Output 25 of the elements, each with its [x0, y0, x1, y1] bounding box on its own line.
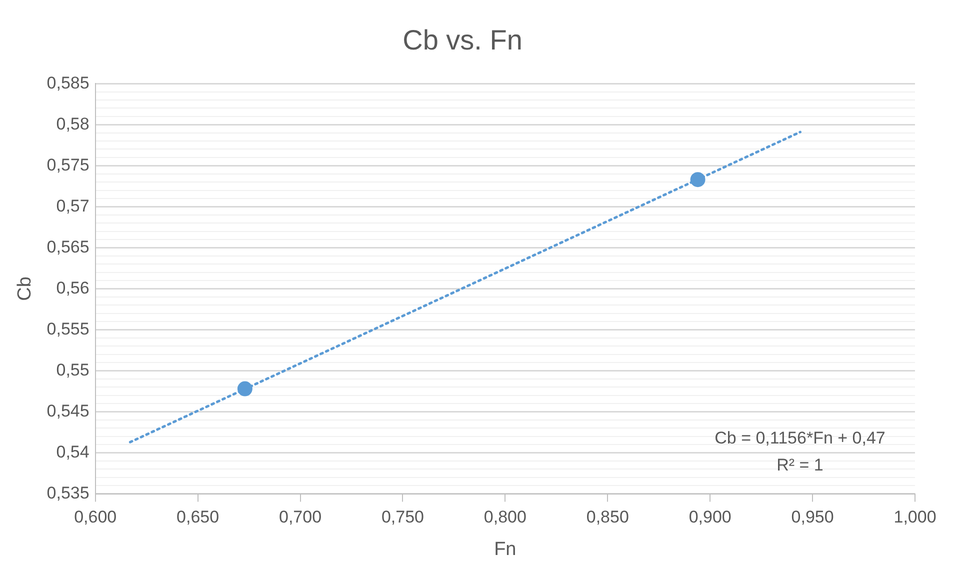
y-tick-label: 0,58: [56, 114, 90, 134]
y-tick-label: 0,55: [56, 360, 90, 380]
x-tick-label: 0,650: [176, 508, 220, 527]
x-axis-title: Fn: [494, 538, 516, 560]
x-tick-label: 0,950: [791, 508, 834, 527]
x-tick-label: 0,700: [278, 508, 322, 527]
y-tick-label: 0,555: [46, 319, 90, 338]
y-tick-label: 0,585: [46, 73, 90, 92]
y-axis-title: Cb: [14, 276, 36, 301]
chart-title: Cb vs. Fn: [402, 24, 522, 56]
x-tick-label: 0,850: [586, 508, 629, 527]
y-tick-label: 0,57: [56, 196, 90, 216]
y-tick-label: 0,575: [46, 155, 90, 174]
x-tick-label: 0,800: [484, 508, 526, 527]
annotation: Cb = 0,1156*Fn + 0,47: [714, 428, 886, 448]
y-tick-label: 0,565: [46, 237, 90, 256]
y-tick-label: 0,54: [56, 442, 90, 462]
x-tick-label: 0,900: [688, 508, 732, 527]
annotation: R² = 1: [776, 455, 824, 474]
y-tick-label: 0,535: [46, 483, 90, 502]
y-tick-label: 0,545: [46, 401, 90, 420]
x-tick-label: 0,750: [381, 508, 424, 527]
y-tick-label: 0,56: [56, 278, 90, 298]
x-tick-label: 1,000: [894, 508, 936, 527]
x-tick-label: 0,600: [74, 508, 117, 527]
